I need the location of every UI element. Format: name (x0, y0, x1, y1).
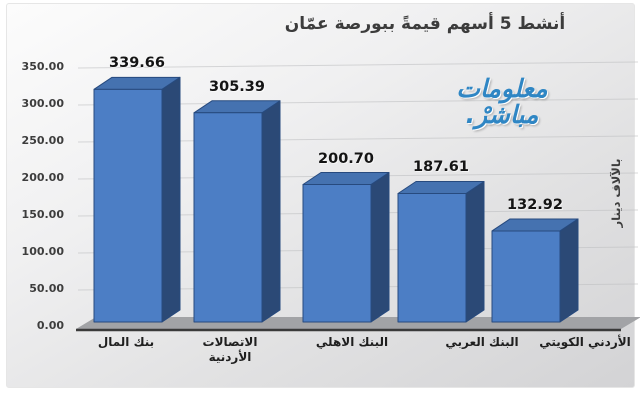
bar-5 (491, 218, 579, 323)
bar-4 (397, 180, 485, 323)
category-label-2: الاتصالات الأردنية (202, 335, 258, 364)
bar-3 (302, 172, 390, 323)
bars-group (93, 76, 579, 323)
y-tick-250: 250.00 (21, 134, 64, 147)
y-tick-0: 0.00 (36, 319, 64, 332)
y-tick-50: 50.00 (29, 282, 64, 295)
value-label-1: 339.66 (109, 55, 165, 72)
value-label-4: 187.61 (413, 159, 469, 176)
category-label-5: الأردني الكويتي (539, 335, 631, 349)
y-tick-350: 350.00 (21, 60, 64, 73)
chart-title: أنشط 5 أسهم قيمةً ببورصة عمّان (284, 14, 566, 34)
value-label-2: 305.39 (209, 78, 265, 95)
y-tick-200: 200.00 (21, 171, 64, 184)
y-axis-title: بالآلاف دينار (609, 158, 623, 228)
category-label-3: البنك الاهلي (315, 335, 389, 349)
value-label-5: 132.92 (507, 196, 563, 213)
bar-2 (193, 100, 281, 323)
y-tick-150: 150.00 (21, 208, 64, 221)
bar-1 (93, 76, 181, 323)
category-label-4: البنك العربي (445, 335, 519, 349)
category-label-1: بنك المال (97, 335, 155, 349)
value-label-3: 200.70 (318, 150, 374, 167)
y-tick-300: 300.00 (21, 97, 64, 110)
y-tick-100: 100.00 (21, 245, 64, 258)
